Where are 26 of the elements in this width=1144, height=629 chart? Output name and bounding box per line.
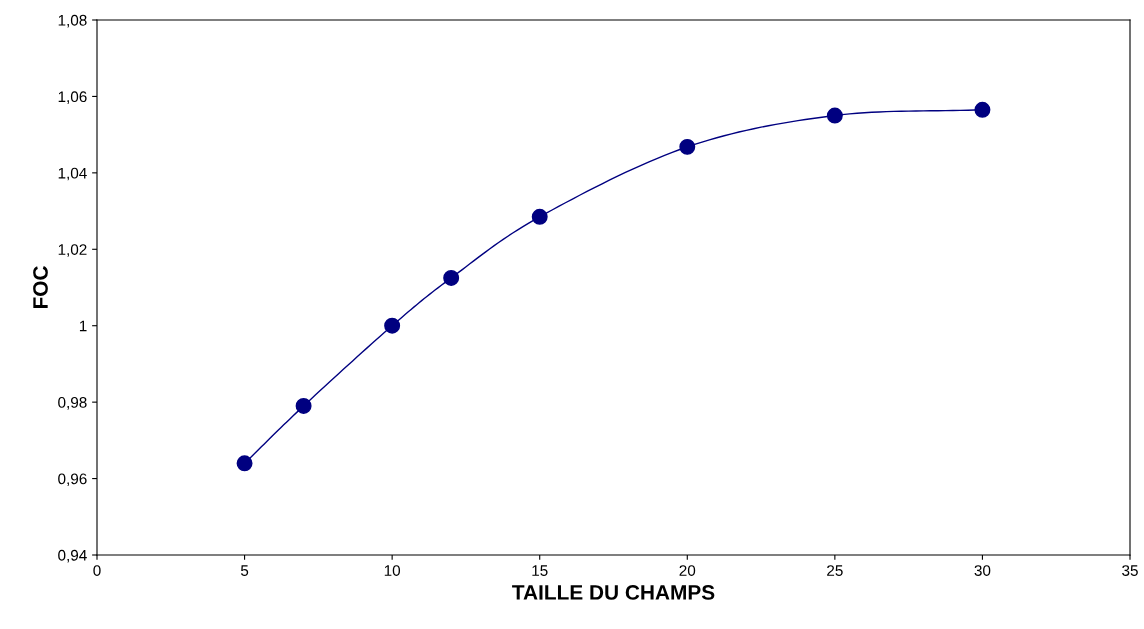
y-tick-label: 0,98: [58, 397, 87, 410]
y-tick-label: 1,04: [58, 167, 87, 181]
x-tick-label: 30: [974, 565, 991, 576]
x-tick-label: 5: [240, 565, 249, 576]
x-tick-label: 0: [93, 565, 101, 576]
y-tick-label: 1,02: [58, 244, 87, 257]
point: [826, 107, 843, 124]
point: [295, 397, 312, 414]
point: [974, 101, 991, 118]
point: [236, 455, 253, 472]
y-tick-label: 0,94: [58, 549, 87, 563]
y-tick-label: 1: [79, 320, 87, 332]
point: [679, 138, 696, 155]
x-axis-title: TAILLE DU CHAMPS: [512, 585, 715, 600]
point: [531, 208, 548, 225]
x-tick-label: 25: [827, 565, 843, 576]
x-tick-label: 15: [532, 565, 548, 576]
point: [443, 269, 460, 286]
y-tick-label: 0,96: [58, 473, 87, 487]
y-axis-title: FOC: [33, 266, 48, 309]
y-tick-label: 1,08: [58, 14, 87, 28]
y-tick-label: 1,06: [58, 91, 87, 104]
x-tick-label: 10: [384, 565, 401, 576]
x-tick-label: 35: [1122, 565, 1138, 576]
point: [384, 317, 401, 334]
x-tick-label: 20: [679, 565, 696, 576]
